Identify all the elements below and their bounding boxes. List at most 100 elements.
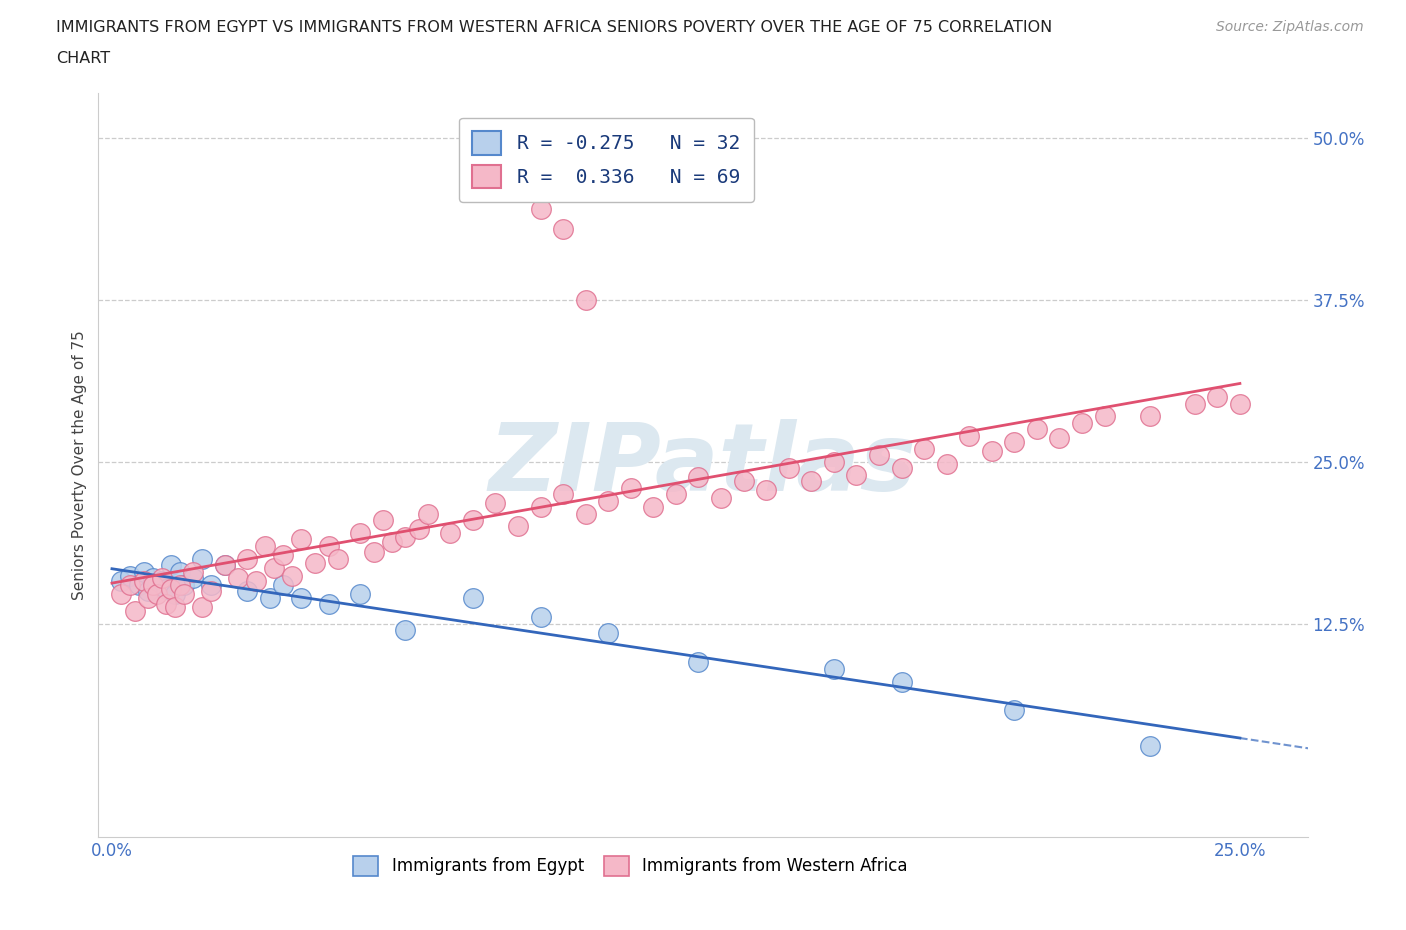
Point — [236, 551, 259, 566]
Point — [688, 655, 710, 670]
Point — [281, 568, 304, 583]
Point — [1025, 422, 1047, 437]
Point — [146, 578, 169, 592]
Point — [598, 493, 620, 508]
Point — [128, 578, 150, 592]
Point — [755, 483, 778, 498]
Point — [349, 525, 371, 540]
Point — [146, 586, 169, 601]
Point — [890, 674, 912, 689]
Point — [957, 429, 980, 444]
Point — [136, 591, 159, 605]
Point — [124, 604, 146, 618]
Point — [142, 578, 165, 592]
Point — [169, 578, 191, 592]
Point — [912, 442, 935, 457]
Point — [665, 486, 688, 501]
Point — [710, 490, 733, 505]
Point — [181, 565, 204, 579]
Point — [575, 293, 598, 308]
Point — [394, 622, 416, 637]
Point — [620, 480, 643, 495]
Point — [159, 581, 181, 596]
Point — [304, 555, 326, 570]
Point — [318, 597, 340, 612]
Point — [1184, 396, 1206, 411]
Point — [778, 460, 800, 475]
Point — [800, 473, 823, 488]
Point — [553, 486, 575, 501]
Point — [191, 599, 214, 614]
Point — [371, 512, 394, 527]
Point — [416, 506, 439, 521]
Point — [254, 538, 277, 553]
Point — [200, 578, 222, 592]
Text: IMMIGRANTS FROM EGYPT VS IMMIGRANTS FROM WESTERN AFRICA SENIORS POVERTY OVER THE: IMMIGRANTS FROM EGYPT VS IMMIGRANTS FROM… — [56, 20, 1053, 35]
Point — [181, 571, 204, 586]
Point — [214, 558, 236, 573]
Point — [150, 574, 173, 589]
Point — [155, 581, 177, 596]
Point — [1002, 703, 1025, 718]
Point — [290, 591, 312, 605]
Point — [381, 535, 404, 550]
Point — [1206, 390, 1229, 405]
Point — [733, 473, 755, 488]
Point — [980, 444, 1002, 458]
Point — [191, 551, 214, 566]
Point — [118, 568, 141, 583]
Point — [823, 455, 845, 470]
Point — [165, 599, 187, 614]
Point — [1139, 409, 1161, 424]
Point — [159, 558, 181, 573]
Point — [553, 221, 575, 236]
Point — [259, 591, 281, 605]
Point — [263, 561, 285, 576]
Point — [132, 565, 155, 579]
Point — [173, 578, 195, 592]
Point — [118, 578, 141, 592]
Point — [155, 597, 177, 612]
Point — [110, 574, 132, 589]
Point — [349, 586, 371, 601]
Point — [150, 571, 173, 586]
Point — [1002, 435, 1025, 450]
Point — [394, 529, 416, 544]
Point — [529, 202, 551, 217]
Point — [273, 578, 295, 592]
Point — [290, 532, 312, 547]
Point — [1094, 409, 1116, 424]
Point — [363, 545, 385, 560]
Point — [165, 586, 187, 601]
Point — [890, 460, 912, 475]
Point — [575, 506, 598, 521]
Point — [200, 584, 222, 599]
Point — [935, 457, 957, 472]
Point — [169, 565, 191, 579]
Point — [1071, 416, 1094, 431]
Point — [245, 574, 267, 589]
Text: CHART: CHART — [56, 51, 110, 66]
Point — [1139, 739, 1161, 754]
Point — [318, 538, 340, 553]
Point — [226, 571, 249, 586]
Point — [484, 496, 506, 511]
Point — [273, 548, 295, 563]
Point — [461, 512, 484, 527]
Point — [142, 571, 165, 586]
Point — [1049, 431, 1071, 445]
Text: ZIPatlas: ZIPatlas — [489, 419, 917, 511]
Point — [823, 661, 845, 676]
Point — [136, 584, 159, 599]
Point — [461, 591, 484, 605]
Legend: Immigrants from Egypt, Immigrants from Western Africa: Immigrants from Egypt, Immigrants from W… — [344, 847, 915, 884]
Point — [529, 499, 551, 514]
Text: Source: ZipAtlas.com: Source: ZipAtlas.com — [1216, 20, 1364, 34]
Point — [598, 625, 620, 640]
Point — [110, 586, 132, 601]
Y-axis label: Seniors Poverty Over the Age of 75: Seniors Poverty Over the Age of 75 — [72, 330, 87, 600]
Point — [326, 551, 349, 566]
Point — [529, 609, 551, 624]
Point — [173, 586, 195, 601]
Point — [688, 470, 710, 485]
